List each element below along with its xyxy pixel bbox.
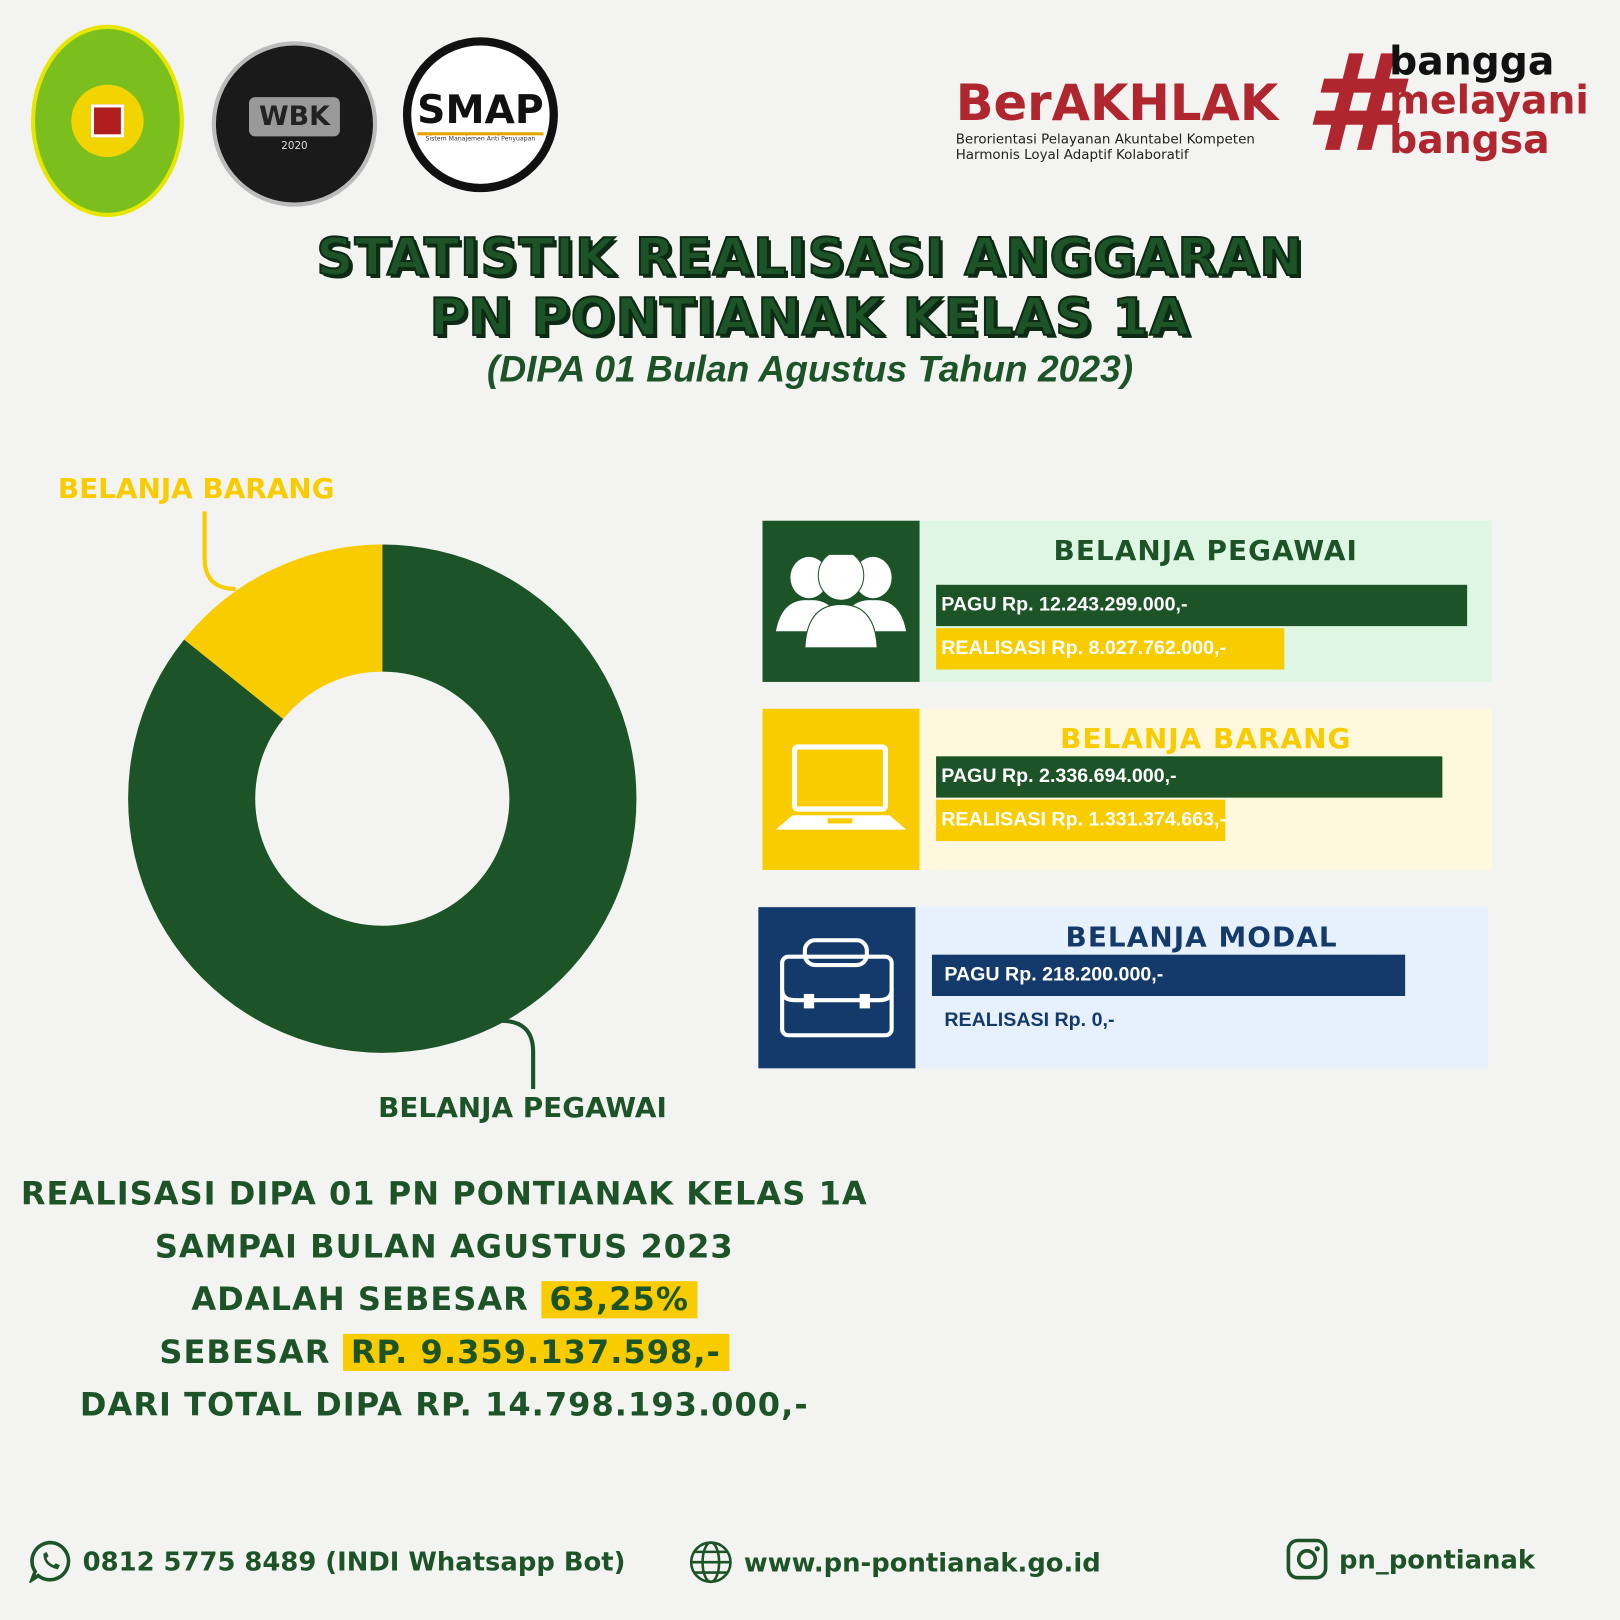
pagu-bar: PAGU Rp. 218.200.000,-: [931, 954, 1406, 997]
footer-website[interactable]: www.pn-pontianak.go.id: [688, 1539, 1101, 1584]
card-title: BELANJA MODAL: [1065, 921, 1338, 954]
berakhlak-logo: BerAKHLAK Berorientasi Pelayanan Akuntab…: [955, 74, 1279, 164]
instagram-icon: [1286, 1538, 1328, 1580]
court-seal-logo: [30, 24, 184, 217]
laptop-icon: [762, 708, 920, 870]
bangga-melayani-bangsa-logo: # bangga melayani bangsa: [1303, 24, 1589, 182]
card-belanja-barang: BELANJA BARANG PAGU Rp. 2.336.694.000,- …: [762, 708, 1492, 870]
card-title: BELANJA BARANG: [1060, 723, 1352, 756]
pagu-bar: PAGU Rp. 2.336.694.000,-: [936, 756, 1443, 798]
summary-line1: REALISASI DIPA 01 PN PONTIANAK KELAS 1A: [20, 1175, 868, 1213]
leader-line-barang: [202, 511, 236, 591]
globe-icon: [689, 1541, 732, 1584]
pagu-bar: PAGU Rp. 12.243.299.000,-: [936, 584, 1468, 627]
label-pegawai: BELANJA PEGAWAI: [378, 1091, 667, 1124]
donut-chart: BELANJA BARANG BELANJA PEGAWAI: [58, 472, 667, 1124]
footer-instagram[interactable]: pn_pontianak: [1285, 1537, 1535, 1580]
footer-whatsapp[interactable]: 0812 5775 8489 (INDI Whatsapp Bot): [28, 1539, 625, 1583]
summary-line3: ADALAH SEBESAR 63,25%: [0, 1281, 889, 1319]
summary-line5: DARI TOTAL DIPA RP. 14.798.193.000,-: [79, 1386, 809, 1424]
card-title: BELANJA PEGAWAI: [1053, 535, 1358, 568]
donut-slice-belanja-barang: [184, 544, 383, 720]
realisasi-bar: REALISASI Rp. 8.027.762.000,-: [936, 628, 1285, 670]
summary-line2: SAMPAI BULAN AGUSTUS 2023: [154, 1228, 734, 1266]
whatsapp-icon: [28, 1540, 71, 1583]
realisasi-bar: REALISASI Rp. 0,-: [944, 1009, 1115, 1032]
hashtag-icon: #: [1303, 24, 1398, 182]
card-belanja-pegawai: BELANJA PEGAWAI PAGU Rp. 12.243.299.000,…: [762, 520, 1492, 682]
page-title-line1: STATISTIK REALISASI ANGGARAN: [315, 226, 1304, 288]
briefcase-icon: [758, 907, 916, 1069]
people-icon: [762, 520, 920, 682]
summary-line4: SEBESAR RP. 9.359.137.598,-: [0, 1333, 889, 1372]
page-subtitle: (DIPA 01 Bulan Agustus Tahun 2023): [486, 347, 1134, 390]
realisasi-bar: REALISASI Rp. 1.331.374.663,-: [936, 799, 1226, 842]
leader-line-pegawai: [501, 1018, 536, 1089]
label-barang: BELANJA BARANG: [58, 472, 335, 505]
amount-highlight: RP. 9.359.137.598,-: [342, 1333, 730, 1372]
wbk-logo: WBK 2020: [211, 41, 378, 207]
smap-logo: SMAP Sistem Manajemen Anti Penyuapan: [402, 37, 558, 193]
page-title-line2: PN PONTIANAK KELAS 1A: [429, 286, 1191, 348]
card-belanja-modal: BELANJA MODAL PAGU Rp. 218.200.000,- REA…: [758, 907, 1488, 1069]
percentage-highlight: 63,25%: [541, 1281, 698, 1319]
donut-slice-belanja-pegawai: [128, 544, 637, 1053]
